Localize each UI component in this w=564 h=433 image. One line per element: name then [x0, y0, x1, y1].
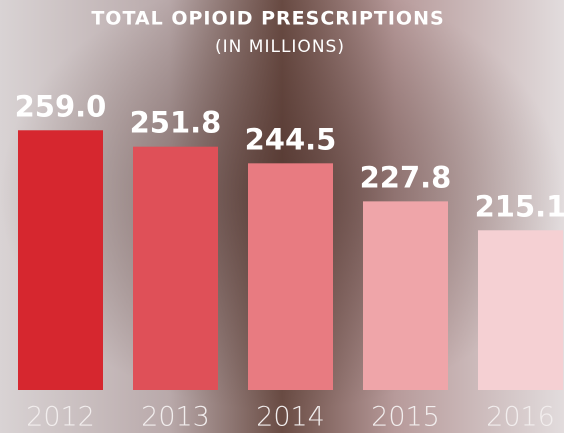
- x-tick-label: 2014: [256, 402, 325, 433]
- chart: TOTAL OPIOID PRESCRIPTIONS (IN MILLIONS)…: [0, 0, 564, 433]
- value-label: 215.1: [475, 189, 564, 223]
- bar: [363, 201, 448, 390]
- value-label: 251.8: [130, 106, 222, 140]
- bar: [133, 147, 218, 390]
- x-tick-label: 2013: [141, 402, 210, 433]
- x-tick-label: 2015: [371, 402, 440, 433]
- bar: [478, 230, 563, 390]
- bar: [18, 130, 103, 390]
- chart-subtitle: (IN MILLIONS): [215, 37, 345, 57]
- page: {"chart_data": {"type": "bar", "title": …: [0, 0, 564, 433]
- x-tick-label: 2012: [26, 402, 95, 433]
- value-label: 259.0: [15, 89, 107, 123]
- x-tick-label: 2016: [486, 402, 555, 433]
- bar: [248, 163, 333, 390]
- value-label: 244.5: [245, 122, 337, 156]
- value-label: 227.8: [360, 160, 452, 194]
- chart-title: TOTAL OPIOID PRESCRIPTIONS: [91, 8, 444, 30]
